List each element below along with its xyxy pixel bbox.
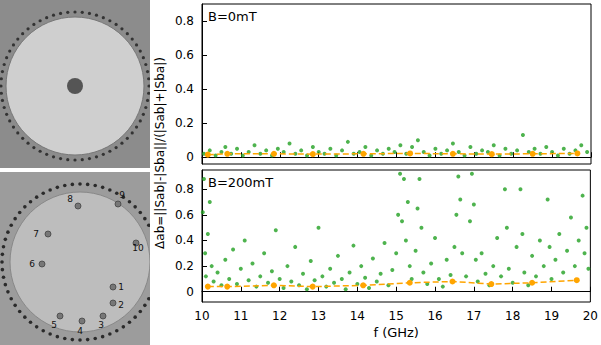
svg-text:0.6: 0.6 [175, 208, 194, 222]
svg-text:0.4: 0.4 [175, 233, 194, 247]
svg-text:7: 7 [33, 229, 39, 239]
svg-text:B=0mT: B=0mT [208, 9, 257, 24]
svg-text:0: 0 [186, 285, 194, 299]
svg-text:5: 5 [51, 320, 57, 330]
svg-text:Δab=||Sab|-|Sba||/(|Sab|+|Sba|: Δab=||Sab|-|Sba||/(|Sab|+|Sba|) [153, 57, 167, 249]
svg-text:4: 4 [77, 326, 83, 336]
svg-text:12: 12 [272, 309, 287, 323]
svg-text:0.8: 0.8 [175, 182, 194, 196]
svg-text:3: 3 [98, 320, 104, 330]
svg-text:8: 8 [67, 194, 73, 204]
svg-text:11: 11 [233, 309, 248, 323]
svg-text:17: 17 [466, 309, 481, 323]
svg-text:0.6: 0.6 [175, 48, 194, 62]
svg-text:1: 1 [118, 282, 124, 292]
svg-text:15: 15 [389, 309, 404, 323]
svg-text:0.8: 0.8 [175, 14, 194, 28]
svg-text:B=200mT: B=200mT [208, 175, 273, 190]
svg-text:6: 6 [29, 259, 35, 269]
svg-text:10: 10 [194, 309, 209, 323]
svg-text:18: 18 [505, 309, 520, 323]
svg-text:0.2: 0.2 [175, 259, 194, 273]
svg-text:f (GHz): f (GHz) [373, 325, 419, 340]
svg-text:16: 16 [427, 309, 442, 323]
svg-text:0: 0 [186, 150, 194, 164]
svg-text:20: 20 [583, 309, 598, 323]
svg-text:10: 10 [132, 243, 144, 253]
svg-text:13: 13 [311, 309, 326, 323]
svg-text:0.2: 0.2 [175, 116, 194, 130]
svg-text:2: 2 [118, 300, 124, 310]
svg-text:0.4: 0.4 [175, 82, 194, 96]
svg-text:14: 14 [350, 309, 365, 323]
svg-text:9: 9 [119, 190, 125, 200]
svg-text:19: 19 [544, 309, 559, 323]
